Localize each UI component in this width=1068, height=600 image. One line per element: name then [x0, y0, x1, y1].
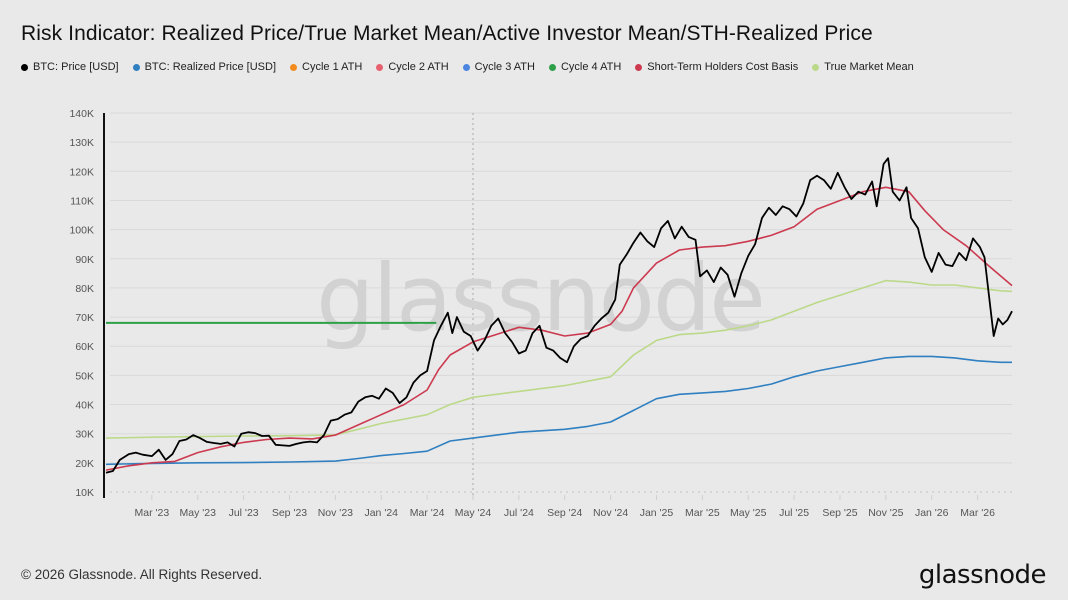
series-line-short-term-holders-cost-basis — [105, 186, 1013, 471]
y-tick-label: 60K — [75, 341, 94, 353]
y-tick-label: 140K — [69, 108, 94, 120]
y-tick-label: 110K — [70, 195, 94, 207]
x-tick-label: Mar '23 — [135, 507, 170, 519]
x-axis-labels: Mar '23 May '23 Jul '23 Sep '23 Nov '23 Jan '… — [135, 507, 996, 519]
glassnode-logo: glassnode — [918, 560, 1047, 590]
legend-item-realized-price[interactable]: BTC: Realized Price [USD] — [132, 61, 277, 73]
copyright-text: © 2026 Glassnode. All Rights Reserved. — [21, 567, 263, 582]
y-tick-label: 80K — [75, 283, 94, 295]
legend-label: BTC: Realized Price [USD] — [144, 61, 277, 73]
legend-item-cycle-4-ath[interactable]: Cycle 4 ATH — [548, 61, 622, 73]
y-tick-label: 100K — [69, 225, 94, 237]
x-tick-label: Mar '26 — [960, 507, 995, 519]
x-tick-label: Sep '23 — [272, 507, 307, 519]
legend-dot-icon — [462, 63, 470, 71]
x-tick-label: Jan '26 — [915, 507, 949, 519]
legend-dot-icon — [548, 63, 556, 71]
chart-legend: BTC: Price [USD] BTC: Realized Price [US… — [21, 61, 914, 73]
series-line-btc-realized-price-usd — [105, 355, 1012, 466]
legend-dot-icon — [21, 63, 28, 71]
line-chart: glassnode 10K 20K 30K 40K 50K 60K 70K 80K 90K 100… — [69, 108, 1013, 519]
x-tick-label: Nov '25 — [868, 507, 903, 519]
x-tick-label: May '23 — [180, 507, 217, 519]
y-axis-labels: 10K 20K 30K 40K 50K 60K 70K 80K 90K 100K 110K 120K 1… — [69, 108, 94, 499]
legend-dot-icon — [812, 63, 820, 71]
x-tick-label: Jul '23 — [229, 507, 259, 519]
y-tick-label: 20K — [75, 458, 94, 470]
chart-title: Risk Indicator: Realized Price/True Mark… — [21, 22, 873, 45]
y-tick-label: 130K — [69, 137, 94, 149]
legend-label: BTC: Price [USD] — [33, 61, 119, 73]
legend-item-cycle-3-ath[interactable]: Cycle 3 ATH — [462, 61, 535, 73]
legend-label: Cycle 2 ATH — [388, 61, 449, 73]
legend-item-cycle-1-ath[interactable]: Cycle 1 ATH — [290, 61, 362, 73]
y-tick-label: 120K — [69, 166, 94, 178]
series-group — [105, 157, 1013, 474]
legend-dot-icon — [376, 63, 384, 71]
grid-lines — [110, 112, 1012, 500]
legend-label: Cycle 1 ATH — [302, 61, 363, 73]
series-line-true-market-mean — [105, 279, 1013, 439]
legend-dot-icon — [635, 63, 643, 71]
legend-dot-icon — [132, 63, 140, 71]
x-tick-label: Mar '25 — [685, 507, 720, 519]
y-tick-label: 90K — [75, 254, 94, 266]
x-tick-label: Nov '24 — [593, 507, 628, 519]
watermark: glassnode — [316, 245, 764, 352]
legend-label: Cycle 4 ATH — [560, 61, 622, 73]
y-tick-label: 30K — [75, 429, 94, 441]
x-tick-label: May '24 — [455, 507, 492, 519]
legend-item-true-market-mean[interactable]: True Market Mean — [812, 61, 914, 73]
x-tick-label: Mar '24 — [410, 507, 445, 519]
x-tick-label: Jan '24 — [364, 507, 398, 519]
x-tick-label: Jul '24 — [504, 507, 534, 519]
x-tick-label: Sep '24 — [547, 507, 582, 519]
legend-label: Cycle 3 ATH — [474, 61, 535, 73]
legend-label: Short-Term Holders Cost Basis — [647, 61, 799, 73]
x-tick-label: Jul '25 — [779, 507, 809, 519]
y-tick-label: 70K — [75, 312, 94, 324]
x-tick-label: May '25 — [730, 507, 767, 519]
series-line-btc-price-usd — [105, 157, 1013, 474]
x-tick-label: Sep '25 — [822, 507, 857, 519]
legend-item-cycle-2-ath[interactable]: Cycle 2 ATH — [376, 61, 449, 73]
x-tick-label: Jan '25 — [640, 507, 674, 519]
x-tick-label: Nov '23 — [318, 507, 353, 519]
legend-item-sth-cost-basis[interactable]: Short-Term Holders Cost Basis — [635, 61, 798, 73]
y-tick-label: 50K — [75, 370, 94, 382]
y-tick-label: 40K — [75, 400, 94, 412]
legend-label: True Market Mean — [824, 61, 914, 73]
legend-dot-icon — [290, 63, 298, 71]
legend-item-btc-price[interactable]: BTC: Price [USD] — [21, 61, 119, 73]
y-tick-label: 10K — [75, 487, 94, 499]
